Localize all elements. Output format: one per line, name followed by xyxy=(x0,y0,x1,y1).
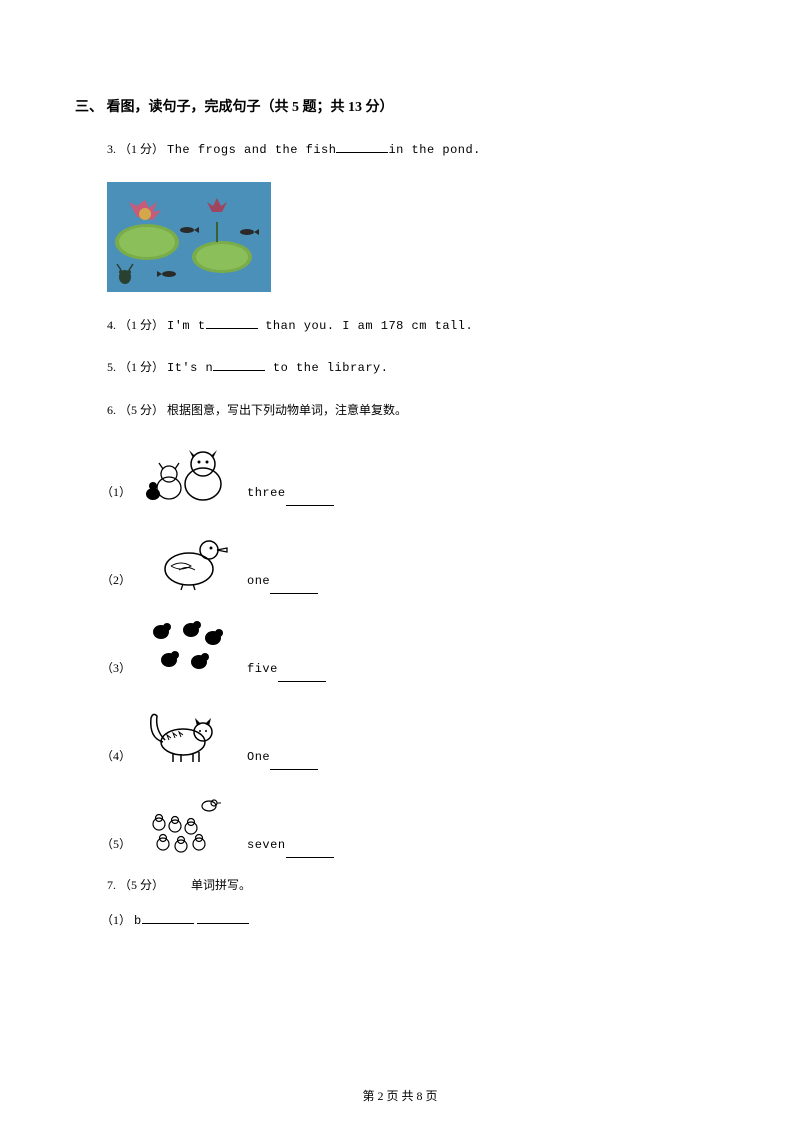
q6-3-word: five xyxy=(247,662,278,682)
q6-4-word: One xyxy=(247,750,270,770)
q6-5-num: （5） xyxy=(101,835,131,858)
chicks-image xyxy=(141,612,233,682)
q6-points: （5 分） xyxy=(119,403,164,417)
section-text: 看图，读句子，完成句子（共 5 题；共 13 分） xyxy=(107,100,394,115)
birds-image xyxy=(141,788,233,858)
q3-after: in the pond. xyxy=(388,143,480,157)
q6-instruction: 根据图意，写出下列动物单词，注意单复数。 xyxy=(167,403,407,417)
q7-1-blank1 xyxy=(142,912,194,924)
section-number: 三、 xyxy=(75,100,103,115)
question-6: 6. （5 分） 根据图意，写出下列动物单词，注意单复数。 xyxy=(107,401,725,420)
q7-instruction: 单词拼写。 xyxy=(191,878,251,892)
q6-2-blank xyxy=(270,582,318,594)
q4-before: I'm t xyxy=(167,319,206,333)
q6-2-word: one xyxy=(247,574,270,594)
pond-image xyxy=(107,182,271,292)
question-7: 7. （5 分） 单词拼写。 xyxy=(107,876,725,895)
q5-blank xyxy=(213,359,265,371)
q4-after: than you. I am 178 cm tall. xyxy=(258,319,474,333)
q5-points: （1 分） xyxy=(119,360,164,374)
q3-before: The frogs and the fish xyxy=(167,143,336,157)
q6-3-num: （3） xyxy=(101,659,131,682)
dogs-image xyxy=(141,436,233,506)
q6-1-word: three xyxy=(247,486,286,506)
q6-5-blank xyxy=(286,846,334,858)
q6-item-4: （4） One xyxy=(101,700,725,770)
section-title: 三、 看图，读句子，完成句子（共 5 题；共 13 分） xyxy=(75,96,725,116)
q4-blank xyxy=(206,317,258,329)
q6-4-num: （4） xyxy=(101,747,131,770)
page-footer: 第 2 页 共 8 页 xyxy=(0,1087,800,1104)
q6-4-blank xyxy=(270,758,318,770)
q6-item-5: （5） seven xyxy=(101,788,725,858)
q4-num: 4. xyxy=(107,318,116,332)
q5-after: to the library. xyxy=(265,361,388,375)
question-4: 4. （1 分） I'm t than you. I am 178 cm tal… xyxy=(107,316,725,336)
q6-item-2: （2） one xyxy=(101,524,725,594)
q7-1-blank2 xyxy=(197,912,249,924)
q7-item-1: （1） b xyxy=(101,911,725,931)
q7-num: 7. xyxy=(107,878,116,892)
q6-2-num: （2） xyxy=(101,571,131,594)
q6-3-blank xyxy=(278,670,326,682)
q3-num: 3. xyxy=(107,142,116,156)
q7-points: （5 分） xyxy=(119,878,164,892)
duck-image xyxy=(141,524,233,594)
q5-before: It's n xyxy=(167,361,213,375)
q6-item-3: （3） five xyxy=(101,612,725,682)
question-3: 3. （1 分） The frogs and the fish in the po… xyxy=(107,140,725,160)
q6-item-1: （1） three xyxy=(101,436,725,506)
q7-1-num: （1） xyxy=(101,913,131,927)
q6-1-num: （1） xyxy=(101,483,131,506)
q3-points: （1 分） xyxy=(119,142,164,156)
q6-5-word: seven xyxy=(247,838,286,858)
q4-points: （1 分） xyxy=(119,318,164,332)
cat-image xyxy=(141,700,233,770)
q5-num: 5. xyxy=(107,360,116,374)
q6-1-blank xyxy=(286,494,334,506)
q6-num: 6. xyxy=(107,403,116,417)
q7-1-text: b xyxy=(134,914,142,928)
q3-blank xyxy=(336,141,388,153)
question-5: 5. （1 分） It's n to the library. xyxy=(107,358,725,378)
footer-text: 第 2 页 共 8 页 xyxy=(362,1089,437,1103)
